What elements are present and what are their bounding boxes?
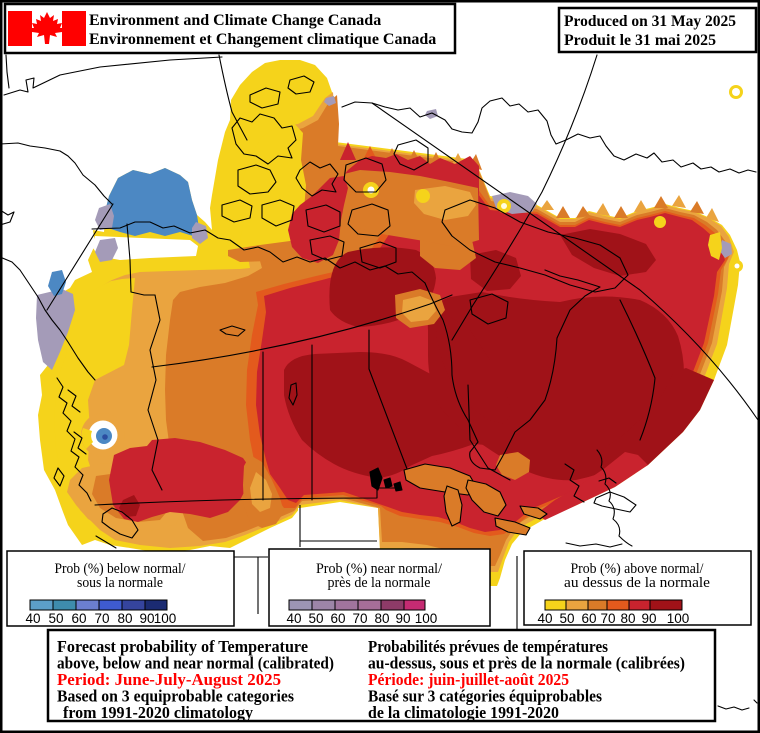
svg-text:Prob (%) near normal/: Prob (%) near normal/ — [316, 561, 443, 577]
svg-text:Prob (%) below normal/: Prob (%) below normal/ — [55, 561, 187, 577]
svg-text:70: 70 — [600, 611, 615, 626]
svg-text:Based on 3 equiprobable catego: Based on 3 equiprobable categories — [57, 687, 295, 706]
svg-text:100: 100 — [667, 611, 690, 626]
svg-text:au dessus de la normale: au dessus de la normale — [564, 575, 710, 591]
svg-text:50: 50 — [48, 611, 63, 626]
svg-text:90: 90 — [395, 611, 410, 626]
svg-text:Forecast probability of Temper: Forecast probability of Temperature — [57, 637, 308, 656]
svg-text:70: 70 — [94, 611, 109, 626]
svg-text:80: 80 — [117, 611, 132, 626]
svg-text:90: 90 — [641, 611, 656, 626]
svg-text:90: 90 — [139, 611, 154, 626]
svg-text:Probabilités prévues de tempér: Probabilités prévues de températures — [368, 637, 609, 656]
svg-text:50: 50 — [308, 611, 323, 626]
svg-text:40: 40 — [25, 611, 40, 626]
svg-text:60: 60 — [71, 611, 86, 626]
svg-text:70: 70 — [352, 611, 367, 626]
svg-text:60: 60 — [581, 611, 596, 626]
svg-text:Environnement et Changement cl: Environnement et Changement climatique C… — [89, 31, 436, 48]
svg-text:de la climatologie 1991-2020: de la climatologie 1991-2020 — [368, 703, 559, 722]
svg-text:Produit le 31 mai 2025: Produit le 31 mai 2025 — [564, 32, 716, 49]
svg-text:60: 60 — [330, 611, 345, 626]
svg-text:près de la normale: près de la normale — [328, 575, 431, 591]
svg-text:Basé sur 3 catégories équiprob: Basé sur 3 catégories équiprobables — [368, 687, 603, 706]
svg-text:Produced on 31 May 2025: Produced on 31 May 2025 — [564, 13, 736, 30]
svg-text:100: 100 — [415, 611, 438, 626]
svg-text:Prob (%) above normal/: Prob (%) above normal/ — [571, 561, 705, 577]
svg-text:Période: juin-juillet-août 202: Période: juin-juillet-août 2025 — [368, 670, 569, 689]
svg-text:above, below and near normal (: above, below and near normal (calibrated… — [57, 654, 334, 673]
svg-text:Environment and Climate Change: Environment and Climate Change Canada — [89, 12, 381, 29]
svg-text:40: 40 — [286, 611, 301, 626]
svg-text:au-dessus, sous et près de la: au-dessus, sous et près de la normale (c… — [368, 654, 685, 673]
svg-text:from 1991-2020 climatology: from 1991-2020 climatology — [63, 703, 254, 722]
svg-text:80: 80 — [620, 611, 635, 626]
svg-text:100: 100 — [154, 611, 177, 626]
svg-text:sous la normale: sous la normale — [77, 575, 163, 591]
svg-text:80: 80 — [374, 611, 389, 626]
svg-text:50: 50 — [559, 611, 574, 626]
svg-text:Period: June-July-August 2025: Period: June-July-August 2025 — [57, 670, 281, 689]
svg-text:40: 40 — [537, 611, 552, 626]
